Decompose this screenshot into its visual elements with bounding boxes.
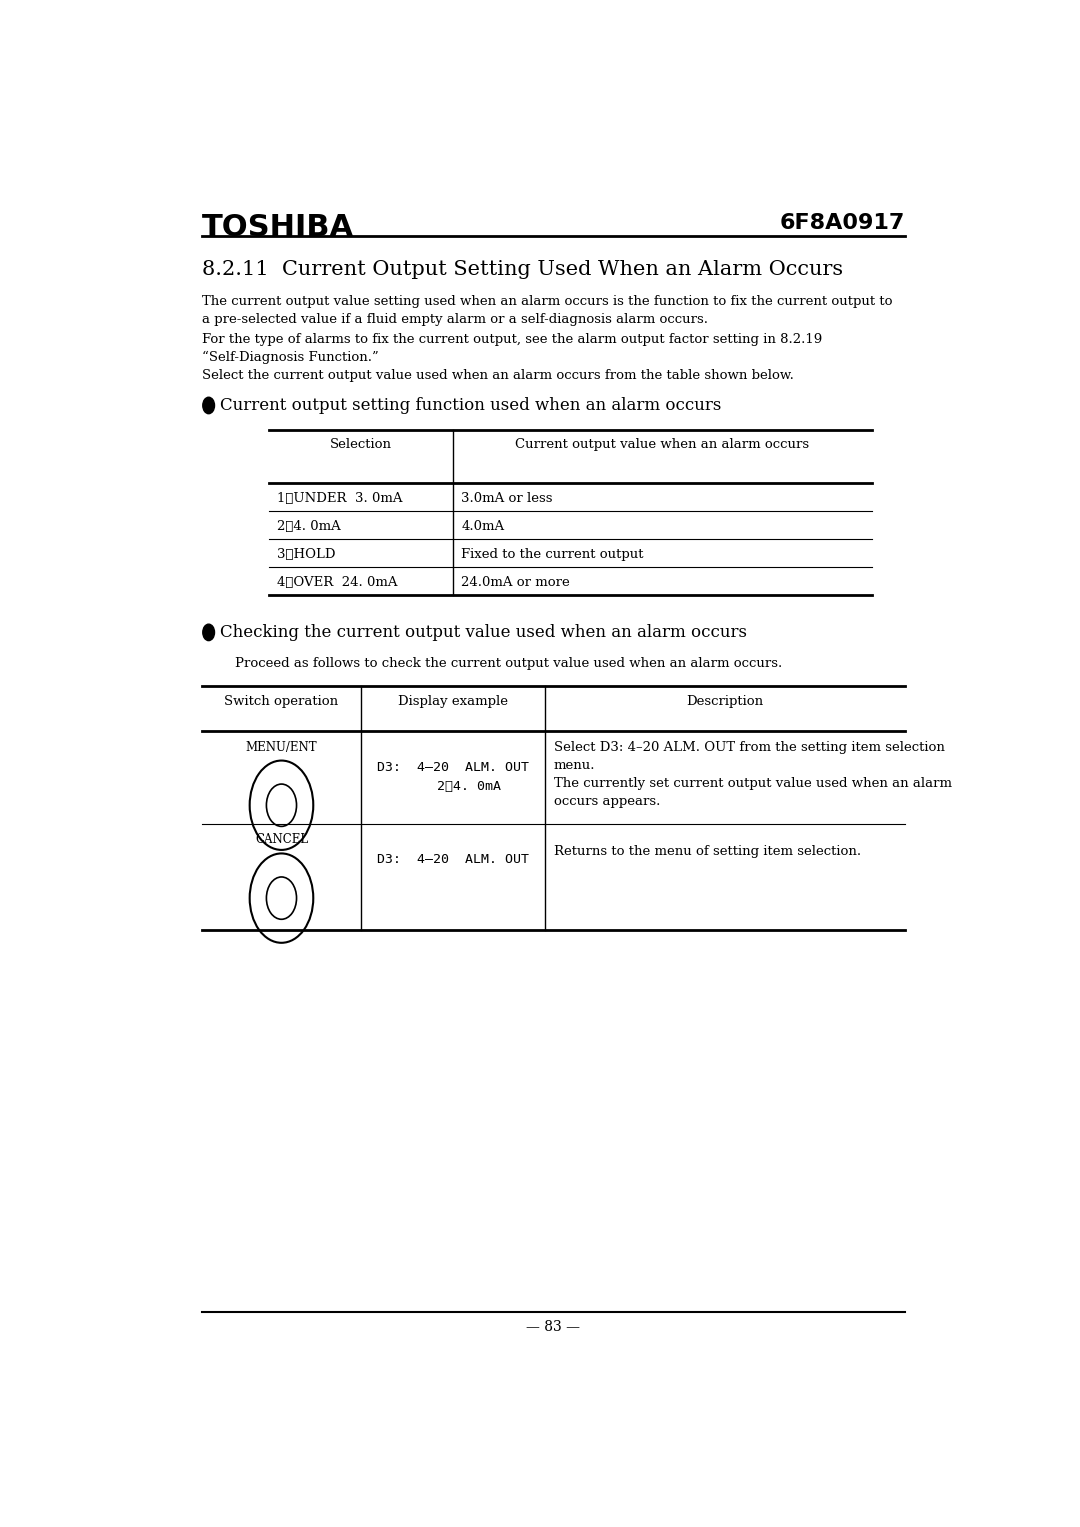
Text: 4.0mA: 4.0mA [461,521,504,533]
Text: 24.0mA or more: 24.0mA or more [461,576,570,589]
Text: Select the current output value used when an alarm occurs from the table shown b: Select the current output value used whe… [202,370,794,382]
Text: Proceed as follows to check the current output value used when an alarm occurs.: Proceed as follows to check the current … [235,657,783,670]
Text: TOSHIBA: TOSHIBA [202,212,354,241]
Text: 3：HOLD: 3：HOLD [278,548,336,562]
Text: — 83 —: — 83 — [527,1321,581,1335]
Text: Checking the current output value used when an alarm occurs: Checking the current output value used w… [220,625,747,641]
Text: Current output value when an alarm occurs: Current output value when an alarm occur… [515,438,809,452]
Text: CANCEL: CANCEL [255,834,308,846]
Text: Description: Description [687,695,764,707]
Text: D3:  4–20  ALM. OUT
    2：4. 0mA: D3: 4–20 ALM. OUT 2：4. 0mA [377,760,529,793]
Text: Returns to the menu of setting item selection.: Returns to the menu of setting item sele… [554,846,861,858]
Text: 6F8A0917: 6F8A0917 [780,212,905,232]
Text: 2：4. 0mA: 2：4. 0mA [278,521,341,533]
Text: Display example: Display example [399,695,508,707]
Text: 4：OVER  24. 0mA: 4：OVER 24. 0mA [278,576,397,589]
Text: Switch operation: Switch operation [225,695,338,707]
Text: 8.2.11  Current Output Setting Used When an Alarm Occurs: 8.2.11 Current Output Setting Used When … [202,260,843,278]
Text: 1：UNDER  3. 0mA: 1：UNDER 3. 0mA [278,493,403,505]
Text: Fixed to the current output: Fixed to the current output [461,548,644,562]
Text: The current output value setting used when an alarm occurs is the function to fi: The current output value setting used wh… [202,295,892,325]
Circle shape [203,625,215,641]
Text: MENU/ENT: MENU/ENT [245,741,318,753]
Text: Select D3: 4–20 ALM. OUT from the setting item selection
menu.
The currently set: Select D3: 4–20 ALM. OUT from the settin… [554,741,951,808]
Text: 3.0mA or less: 3.0mA or less [461,493,553,505]
Circle shape [203,397,215,414]
Text: Selection: Selection [330,438,392,452]
Text: For the type of alarms to fix the current output, see the alarm output factor se: For the type of alarms to fix the curren… [202,333,822,363]
Text: Current output setting function used when an alarm occurs: Current output setting function used whe… [220,397,721,414]
Text: D3:  4–20  ALM. OUT: D3: 4–20 ALM. OUT [377,854,529,866]
